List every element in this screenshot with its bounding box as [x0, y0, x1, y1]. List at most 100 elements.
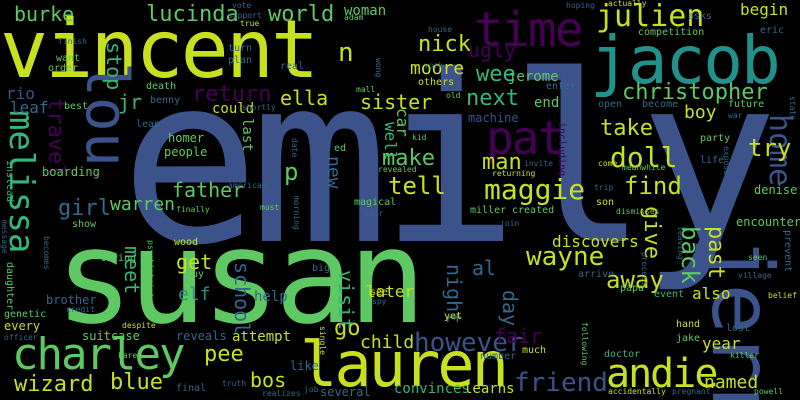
- word-spy: spy: [372, 297, 387, 306]
- word-must: must: [260, 203, 280, 212]
- word-lou: lou: [73, 62, 141, 167]
- word-pat: pat: [486, 111, 565, 165]
- word-ella: ella: [280, 86, 329, 110]
- word-past: past: [703, 226, 728, 279]
- word-find: find: [624, 172, 682, 200]
- word-adam: adam: [344, 13, 364, 22]
- word-shortly: shortly: [242, 103, 276, 112]
- word-like: like: [290, 359, 319, 373]
- word-jerry: jerry: [693, 236, 791, 400]
- word-doll: doll: [610, 141, 678, 174]
- word-encounter: encounter: [736, 215, 800, 229]
- word-vote: vote: [232, 1, 252, 10]
- word-also: also: [692, 284, 731, 303]
- word-ugly: ugly: [468, 38, 517, 62]
- word-help: help: [254, 289, 288, 305]
- word-truth: truth: [222, 379, 247, 388]
- word-show: show: [72, 219, 97, 230]
- word-guy: guy: [186, 269, 205, 280]
- word-mall: mall: [356, 85, 376, 94]
- word-number: number: [480, 351, 517, 362]
- word-death: death: [146, 81, 177, 92]
- word-miller: miller: [470, 205, 507, 216]
- word-girl: girl: [58, 196, 111, 221]
- word-brother: brother: [46, 293, 97, 307]
- word-julien: julien: [596, 0, 705, 34]
- word-kid: kid: [412, 133, 427, 142]
- word-officer: officer: [4, 333, 38, 342]
- word-car: car: [393, 108, 412, 137]
- word-seen: seen: [748, 253, 768, 262]
- word-killer: killer: [730, 351, 759, 360]
- word-event: event: [654, 289, 685, 300]
- word-including: including: [556, 122, 567, 177]
- word-job: job: [304, 385, 319, 394]
- word-andie: andie: [606, 351, 718, 397]
- word-every: every: [4, 319, 41, 333]
- word-night: night: [442, 264, 466, 325]
- word-tell: tell: [388, 172, 446, 200]
- word-day: day: [498, 290, 522, 327]
- word-travel: travel: [43, 98, 68, 178]
- word-see: see: [370, 287, 389, 298]
- word-others: others: [418, 77, 455, 88]
- word-future: future: [728, 99, 765, 110]
- word-credit: credit: [66, 305, 95, 314]
- word-leaving: leaving: [676, 226, 685, 260]
- word-however: however: [414, 328, 524, 358]
- word-sister: sister: [360, 90, 433, 114]
- word-doctor: doctor: [604, 349, 641, 360]
- word-burke: burke: [14, 2, 75, 26]
- word-turn: turn: [228, 43, 253, 54]
- word-denise: denise: [754, 183, 798, 197]
- word-jerome: jerome: [508, 69, 559, 85]
- word-benny: benny: [150, 95, 181, 106]
- word-fair: fair: [494, 324, 543, 348]
- word-become: become: [642, 99, 679, 110]
- word-revealed: revealed: [378, 165, 417, 174]
- word-go: go: [334, 316, 361, 341]
- word-emily: emily: [120, 26, 778, 296]
- word-dismisses: dismisses: [616, 207, 660, 216]
- word-boy: boy: [684, 102, 717, 123]
- word-join: join: [500, 219, 520, 228]
- word-suitcase: suitcase: [82, 329, 140, 343]
- word-created: created: [512, 205, 555, 216]
- word-return: return: [192, 82, 272, 107]
- word-competition: competition: [638, 27, 705, 38]
- word-magical: magical: [354, 197, 397, 208]
- word-instead: instead: [4, 160, 15, 203]
- word-wayne: wayne: [526, 242, 605, 272]
- word-moore: moore: [410, 58, 465, 79]
- word-yet: yet: [444, 311, 463, 322]
- word-make: make: [382, 146, 435, 171]
- word-friend: friend: [514, 368, 608, 398]
- word-take: take: [600, 116, 653, 141]
- word-people: people: [164, 145, 208, 159]
- word-lost: lost: [726, 323, 751, 334]
- word-leaf: leaf: [10, 98, 49, 117]
- word-new: new: [323, 156, 344, 189]
- word-meanwhile: meanwhile: [622, 163, 666, 172]
- word-trip: trip: [594, 183, 614, 192]
- word-village: village: [738, 271, 772, 280]
- word-christopher: christopher: [622, 80, 768, 105]
- word-enter: enter: [546, 81, 577, 92]
- word-several: several: [320, 385, 371, 399]
- word-york: york: [424, 61, 444, 70]
- word-real: real: [280, 61, 305, 72]
- word-hoping: hoping: [566, 1, 595, 10]
- word-rio: rio: [6, 84, 35, 103]
- word-try: try: [748, 134, 792, 162]
- word-belief: belief: [768, 291, 797, 300]
- word-date: date: [290, 138, 299, 158]
- word-open: open: [598, 99, 623, 110]
- word-life: life: [700, 155, 725, 166]
- word-back: back: [676, 226, 704, 284]
- word-later: later: [366, 282, 415, 301]
- word-charley: charley: [12, 329, 185, 380]
- word-child: child: [360, 332, 415, 353]
- word-process: process: [640, 252, 649, 286]
- word-last: last: [239, 118, 255, 152]
